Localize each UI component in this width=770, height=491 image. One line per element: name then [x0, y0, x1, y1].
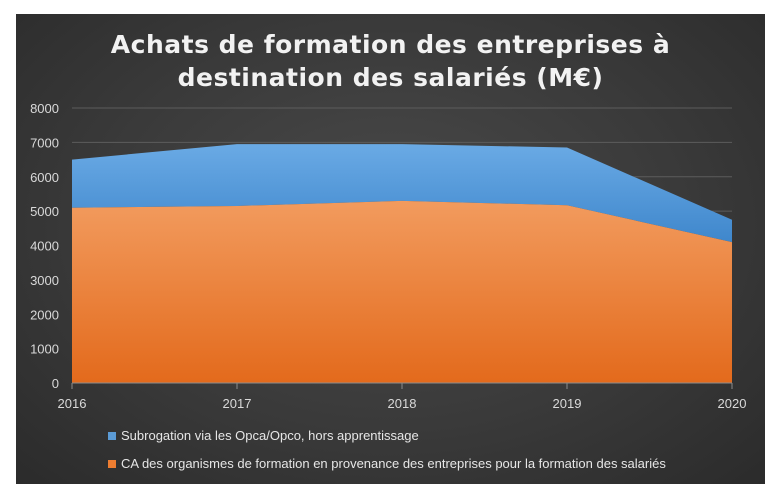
legend-label-ca-organismes: CA des organismes de formation en proven… — [121, 456, 666, 471]
legend-item-subrogation: Subrogation via les Opca/Opco, hors appr… — [108, 428, 419, 443]
y-tick-label: 6000 — [30, 170, 59, 185]
y-tick-label: 7000 — [30, 135, 59, 150]
y-tick-label: 8000 — [30, 101, 59, 116]
chart-title: Achats de formation des entreprises à de… — [110, 30, 671, 92]
y-tick-label: 5000 — [30, 204, 59, 219]
y-tick-label: 1000 — [30, 342, 59, 357]
y-tick-label: 0 — [52, 376, 59, 391]
legend-swatch-orange — [108, 459, 116, 468]
legend-item-ca-organismes: CA des organismes de formation en proven… — [108, 456, 666, 471]
x-tick-label: 2017 — [223, 396, 252, 411]
area-chart: 0 1000 2000 3000 4000 5000 6000 7000 8000 2016 201… — [30, 101, 747, 411]
x-tick-label: 2018 — [388, 396, 417, 411]
y-tick-label: 3000 — [30, 273, 59, 288]
x-tick-label: 2016 — [58, 396, 87, 411]
x-tick-label: 2019 — [553, 396, 582, 411]
area-series-subrogation — [72, 144, 732, 243]
y-tick-label: 4000 — [30, 239, 59, 254]
area-series-ca-organismes — [72, 200, 732, 383]
legend-label-subrogation: Subrogation via les Opca/Opco, hors appr… — [121, 428, 419, 443]
y-tick-label: 2000 — [30, 307, 59, 322]
chart-area: Achats de formation des entreprises à de… — [16, 14, 765, 484]
legend-swatch-blue — [108, 431, 116, 440]
x-tick-label: 2020 — [718, 396, 747, 411]
